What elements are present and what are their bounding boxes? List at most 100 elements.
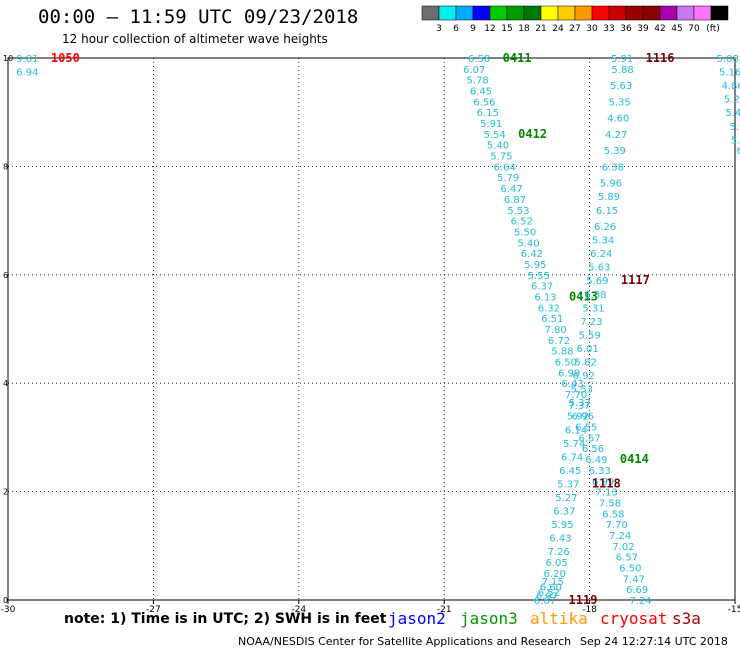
legend-jason2: jason2 (388, 609, 446, 628)
track-time-label: 1118 (592, 476, 621, 490)
footer-timestamp: Sep 24 12:27:14 UTC 2018 (580, 635, 728, 648)
legend-tick-label: 42 (654, 24, 665, 34)
footer-note: note: 1) Time is in UTC; 2) SWH is in fe… (64, 611, 387, 627)
data-point-value: 5.39 (604, 146, 626, 157)
data-point-value: 6.74 (561, 452, 583, 463)
data-point-value: 6.72 (548, 336, 570, 347)
x-tick-label: -15 (728, 605, 740, 615)
data-point-value: 6.37 (531, 282, 553, 293)
data-point-value: 6.97 (536, 592, 558, 603)
data-point-value: 6.87 (504, 195, 526, 206)
data-point-value: 6.69 (626, 585, 648, 596)
data-point-value: 6.45 (470, 87, 492, 98)
data-point-value: 6.15 (477, 108, 499, 119)
data-point-value: 7.70 (606, 520, 628, 531)
legend-swatch (693, 5, 712, 21)
track-time-label: 0413 (569, 289, 598, 303)
data-point-value: 5.53 (571, 385, 593, 396)
data-point-value: 5.50 (514, 227, 536, 238)
data-point-value: 6.42 (521, 249, 543, 260)
legend-swatch (506, 5, 525, 21)
legend-tick-label: 18 (518, 24, 530, 34)
data-point-value: 5.74 (563, 439, 585, 450)
data-point-value: 5.96 (600, 179, 622, 190)
data-point-value: 7.24 (629, 596, 651, 607)
data-point-value: 6 (737, 146, 740, 157)
legend-swatch (455, 5, 474, 21)
data-point-value: 7.13 (595, 488, 617, 499)
legend-swatch (591, 5, 610, 21)
data-point-value: 6.07 (463, 65, 485, 76)
legend-swatch (676, 5, 695, 21)
data-point-value: 6.14 (565, 425, 587, 436)
legend-tick-label: 33 (603, 24, 614, 34)
data-point-value: 5.9 (729, 122, 740, 133)
legend-swatch (540, 5, 559, 21)
track-time-label: 1050 (51, 51, 80, 65)
data-point-value: 6.38 (602, 162, 624, 173)
legend-altika: altika (530, 609, 588, 628)
data-point-value: 5.37 (569, 398, 591, 409)
legend-tick-label: 24 (552, 24, 564, 34)
data-point-value: 6.33 (589, 466, 611, 477)
y-tick-label: 8 (3, 162, 8, 171)
data-point-value: 6.15 (596, 206, 618, 217)
legend-swatch (608, 5, 627, 21)
legend-tick-label: 3 (436, 24, 442, 34)
data-point-value: 6.58 (602, 509, 624, 520)
data-point-value: 5.34 (592, 236, 614, 247)
data-point-value: 6.60 (540, 582, 562, 593)
data-point-value: 5.4 (731, 135, 740, 146)
data-point-value: 6.43 (562, 379, 584, 390)
data-point-value: 5.63 (610, 81, 632, 92)
legend-tick-label: 27 (569, 24, 580, 34)
legend-tick-label: 36 (620, 24, 632, 34)
data-point-value: 5.40 (517, 238, 539, 249)
chart-subtitle: 12 hour collection of altimeter wave hei… (62, 32, 328, 46)
x-tick-label: -21 (437, 605, 452, 615)
data-point-value: 4.86 (721, 81, 740, 92)
data-point-value: 6.56 (582, 444, 604, 455)
y-tick-label: 2 (3, 488, 8, 497)
data-point-value: 7.70 (565, 390, 587, 401)
legend-swatch (438, 5, 457, 21)
data-point-value: 6.32 (538, 303, 560, 314)
data-point-value: 5.40 (487, 141, 509, 152)
legend-swatch (421, 5, 440, 21)
data-point-value: 5.88 (611, 65, 633, 76)
data-point-value: 5.79 (497, 173, 519, 184)
data-point-value: 6.94 (16, 68, 38, 79)
data-point-value: 7.58 (599, 498, 621, 509)
legend-tick-label: 15 (501, 24, 512, 34)
data-point-value: 5.95 (524, 260, 546, 271)
track-time-label: 0411 (503, 51, 532, 65)
data-point-value: 5.63 (588, 263, 610, 274)
data-point-value: 6.55 (575, 423, 597, 434)
data-point-value: 6.99 (558, 368, 580, 379)
legend-tick-label: 39 (637, 24, 649, 34)
data-point-value: 6.67 (534, 596, 556, 607)
data-point-value: 6.96 (572, 412, 594, 423)
y-tick-label: 6 (3, 271, 8, 280)
data-point-value: 7.47 (623, 574, 645, 585)
data-point-value: 5.78 (467, 76, 489, 87)
legend-swatch (659, 5, 678, 21)
data-point-value: 6.57 (616, 553, 638, 564)
legend-s3a: s3a (672, 609, 701, 628)
data-point-value: 5.55 (528, 271, 550, 282)
legend-tick-label: 12 (484, 24, 495, 34)
data-point-value: 6.24 (590, 249, 612, 260)
data-point-value: 5.89 (598, 192, 620, 203)
footer-credit: NOAA/NESDIS Center for Satellite Applica… (238, 635, 572, 648)
legend-swatch (523, 5, 542, 21)
data-point-value: 5.53 (507, 206, 529, 217)
y-tick-label: 0 (3, 596, 8, 605)
legend-tick-label: 21 (535, 24, 546, 34)
data-point-value: 6.56 (473, 97, 495, 108)
x-tick-label: -18 (582, 605, 597, 615)
data-point-value: 5.82 (575, 358, 597, 369)
data-point-value: 5.59 (578, 330, 600, 341)
data-point-value: 7.15 (542, 577, 564, 588)
